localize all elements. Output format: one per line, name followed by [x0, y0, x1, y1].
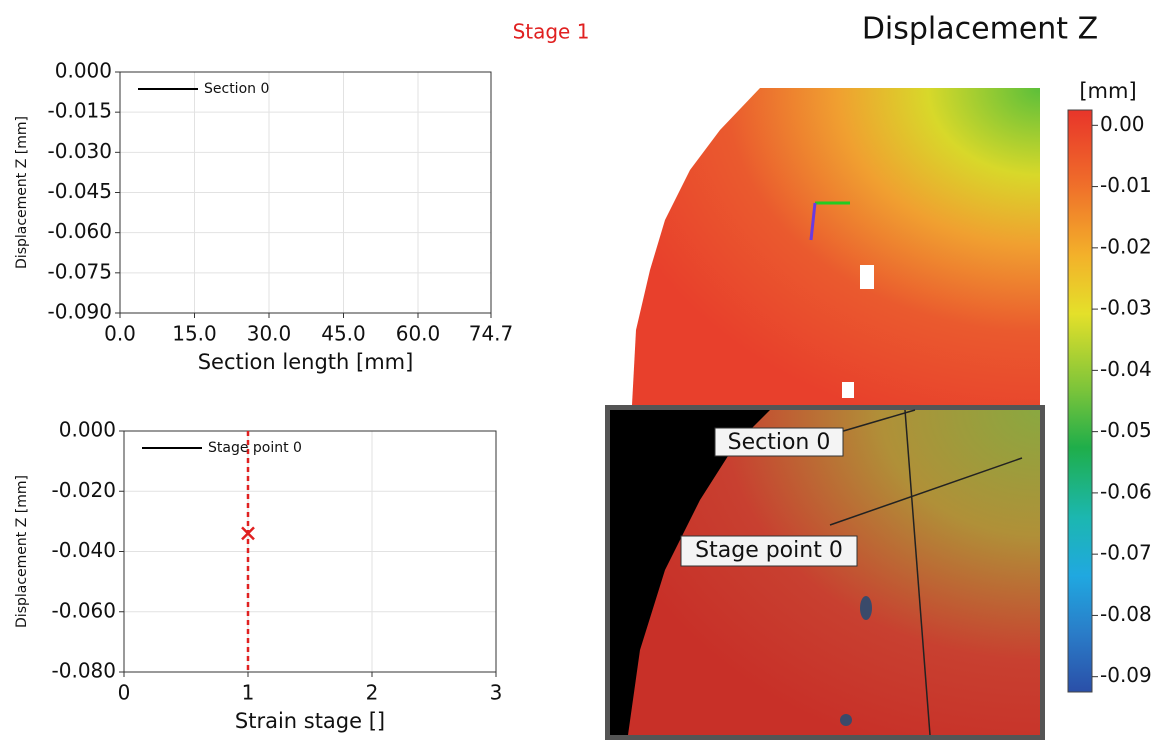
stage-point-label: Stage point 0 [695, 538, 843, 563]
y-axis-label: Displacement Z [mm] [14, 116, 30, 269]
colorbar-tick-label: -0.04 [1100, 357, 1152, 381]
section-line [904, 409, 931, 736]
stage-label: Stage 1 [513, 20, 590, 44]
colorbar-label: [mm] [1079, 79, 1136, 103]
section-label: Section 0 [728, 430, 831, 455]
y-tick-label: 0.000 [59, 418, 116, 442]
y-tick-label: -0.060 [52, 598, 116, 622]
x-tick-label: 0 [118, 681, 131, 705]
x-tick-label: 45.0 [321, 322, 366, 346]
colorbar [1067, 109, 1093, 693]
x-tick-label: 74.7 [469, 322, 514, 346]
heatmap-hole [842, 382, 854, 398]
x-tick-label: 30.0 [247, 322, 292, 346]
colorbar-tick-label: -0.08 [1100, 602, 1152, 626]
legend-label: Section 0 [204, 81, 269, 97]
y-tick-label: -0.060 [48, 219, 112, 243]
x-tick-label: 15.0 [172, 322, 217, 346]
plot-frame [123, 430, 497, 673]
plot-frame [119, 71, 492, 314]
y-tick-label: -0.080 [52, 659, 116, 683]
colorbar-tick-label: -0.05 [1100, 418, 1152, 442]
speckle [840, 714, 852, 726]
axis-glyph [809, 202, 817, 241]
view-title: Displacement Z [862, 12, 1098, 47]
y-tick-label: -0.020 [52, 478, 116, 502]
x-axis-label: Section length [mm] [198, 350, 414, 374]
y-tick-label: -0.030 [48, 139, 112, 163]
heatmap-hole [860, 265, 874, 289]
y-tick-label: -0.045 [48, 179, 112, 203]
colorbar-tick-label: -0.02 [1100, 234, 1152, 258]
colorbar-tick-label: 0.00 [1100, 112, 1145, 136]
stage-marker [241, 526, 255, 541]
y-tick-label: -0.015 [48, 99, 112, 123]
pointer-line [839, 409, 916, 433]
y-tick-label: -0.040 [52, 538, 116, 562]
legend-label: Stage point 0 [208, 440, 302, 456]
colorbar-tick-label: -0.09 [1100, 663, 1152, 687]
x-tick-label: 2 [366, 681, 379, 705]
x-tick-label: 3 [490, 681, 503, 705]
x-tick-label: 0.0 [104, 322, 136, 346]
y-tick-label: 0.000 [55, 59, 112, 83]
speckle [860, 596, 872, 620]
colorbar-tick-label: -0.07 [1100, 541, 1152, 565]
photo-image [628, 410, 1040, 735]
y-tick-label: -0.075 [48, 259, 112, 283]
colorbar-tick-label: -0.01 [1100, 173, 1152, 197]
y-axis-label: Displacement Z [mm] [14, 475, 30, 628]
label-box [680, 535, 858, 567]
pointer-line [829, 457, 1023, 526]
label-box [714, 427, 844, 457]
heatmap-image [632, 88, 1040, 405]
colorbar-tick-label: -0.06 [1100, 479, 1152, 503]
x-tick-label: 1 [242, 681, 255, 705]
x-axis-label: Strain stage [] [235, 709, 385, 733]
x-tick-label: 60.0 [396, 322, 441, 346]
colorbar-tick-label: -0.03 [1100, 296, 1152, 320]
y-tick-label: -0.090 [48, 300, 112, 324]
